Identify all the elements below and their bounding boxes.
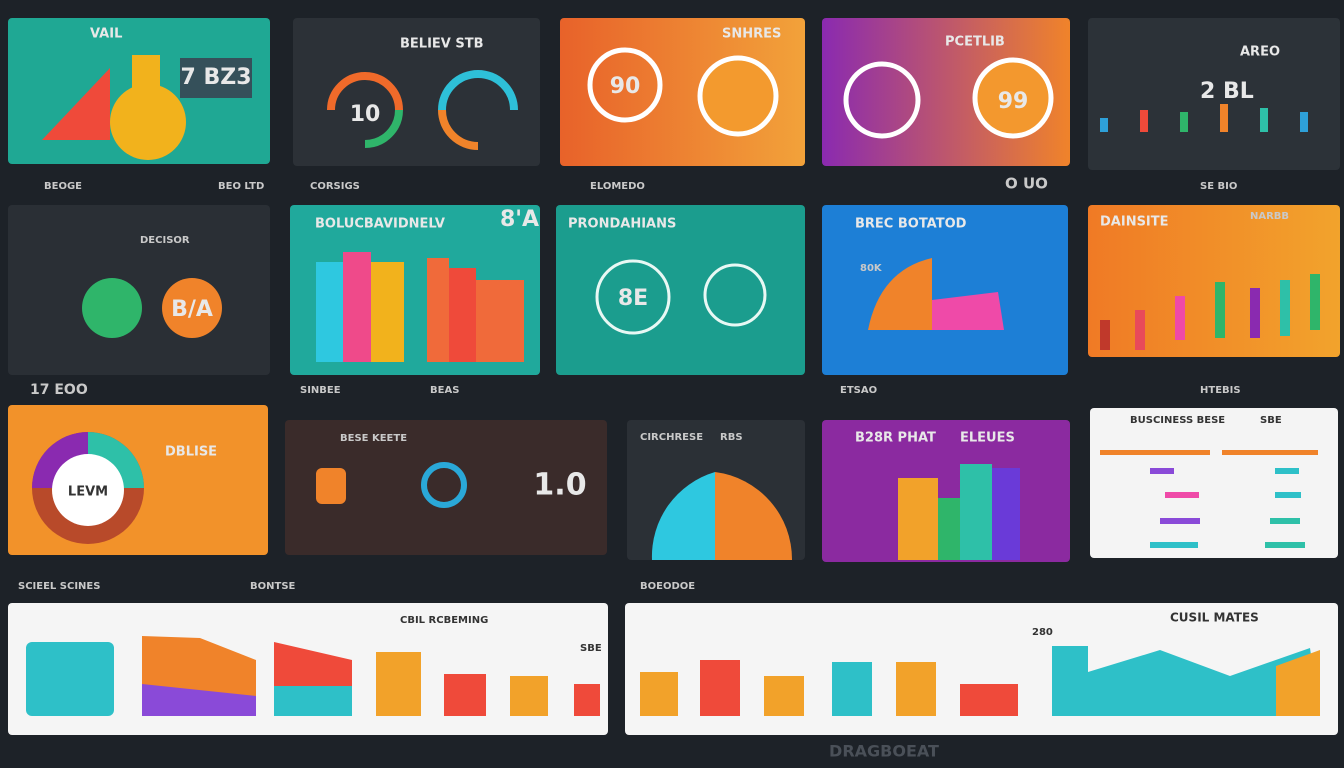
ring <box>421 462 467 508</box>
panel-label: 80K <box>860 263 883 274</box>
pie-slice <box>651 472 715 560</box>
ring <box>587 47 663 123</box>
caption: BOEODOE <box>640 581 695 592</box>
panel-label: B/A <box>171 297 213 322</box>
panel-title: BREC BOTATOD <box>855 217 967 232</box>
circle <box>162 278 222 338</box>
arc <box>438 70 518 111</box>
footer: DRAGBOEAT <box>829 742 939 761</box>
panel-title: CUSIL MATES <box>1170 611 1259 625</box>
panel-label: NARBB <box>1250 211 1289 222</box>
panel <box>293 18 540 166</box>
panel-title: PRONDAHIANS <box>568 217 676 232</box>
caption: BEO LTD <box>218 181 264 192</box>
area-shapes <box>26 636 600 716</box>
ring <box>703 263 767 327</box>
panel-title: DBLISE <box>165 445 217 460</box>
panel <box>556 205 805 375</box>
ring <box>595 259 671 335</box>
panel-label: 7 BZ3 <box>181 65 252 90</box>
panel-title: DECISOR <box>140 235 190 246</box>
panel-title: BESE KEETE <box>340 433 407 444</box>
bars <box>316 252 524 362</box>
pie-slice <box>715 472 793 560</box>
area <box>868 258 932 330</box>
panel-title: AREO <box>1240 45 1280 60</box>
caption: BEAS <box>430 385 459 396</box>
table-bars <box>1100 450 1318 548</box>
panel <box>1088 205 1340 357</box>
panel-title: BELIEV STB <box>400 37 484 52</box>
skyline-bars <box>1100 274 1320 350</box>
panel-label: 1.0 <box>533 468 586 503</box>
panel-label: SBE <box>580 643 602 654</box>
ring <box>972 57 1054 139</box>
caption: ELOMEDO <box>590 181 645 192</box>
panel-title: SNHRES <box>722 27 781 42</box>
panel-label: 8E <box>618 286 648 311</box>
bars <box>898 464 1020 560</box>
panel-label: RBS <box>720 432 743 443</box>
arc <box>364 109 403 148</box>
caption: 17 EOO <box>30 382 88 398</box>
panel-title: DAINSITE <box>1100 215 1169 230</box>
triangle <box>42 68 110 140</box>
panel <box>8 205 270 375</box>
panel-title: VAIL <box>90 27 122 42</box>
caption: CORSIGS <box>310 181 360 192</box>
area <box>932 292 1004 330</box>
panel <box>1090 408 1338 558</box>
panel-label: 90 <box>610 74 641 99</box>
arc <box>327 72 403 111</box>
circle <box>110 84 186 160</box>
bars <box>640 646 1320 716</box>
arc <box>438 109 479 150</box>
panel-label: SBE <box>1260 415 1282 426</box>
panel-label: 8'A <box>500 207 539 232</box>
box <box>180 58 252 98</box>
caption: SINBEE <box>300 385 341 396</box>
shape <box>316 468 346 504</box>
circle <box>82 278 142 338</box>
mini-bars <box>1100 104 1308 132</box>
panel-title: B28R PHAT <box>855 431 936 446</box>
caption: HTEBIS <box>1200 385 1241 396</box>
panel-title: CBIL RCBEMING <box>400 615 488 626</box>
caption: SE BIO <box>1200 181 1237 192</box>
caption: O UO <box>1005 175 1048 193</box>
caption: BONTSE <box>250 581 296 592</box>
ring <box>697 55 779 137</box>
caption: ETSAO <box>840 385 877 396</box>
panel-title: CIRCHRESE <box>640 432 703 443</box>
caption: SCIEEL SCINES <box>18 581 100 592</box>
panel-label: 2 BL <box>1200 79 1254 104</box>
panel <box>285 420 607 555</box>
panel <box>822 205 1068 375</box>
panel-title: PCETLIB <box>945 35 1005 50</box>
panel-title: BUSCINESS BESE <box>1130 415 1225 426</box>
panel-label: 280 <box>1032 627 1053 638</box>
panel <box>1088 18 1340 170</box>
panel-label: LEVM <box>68 485 108 500</box>
donut-hole <box>52 454 124 526</box>
panel-label: 99 <box>998 89 1029 114</box>
panel-label: 10 <box>350 102 381 127</box>
panel-title: BOLUCBAVIDNELV <box>315 217 445 232</box>
caption: BEOGE <box>44 181 82 192</box>
panel-label: ELEUES <box>960 431 1015 446</box>
ring <box>843 61 921 139</box>
